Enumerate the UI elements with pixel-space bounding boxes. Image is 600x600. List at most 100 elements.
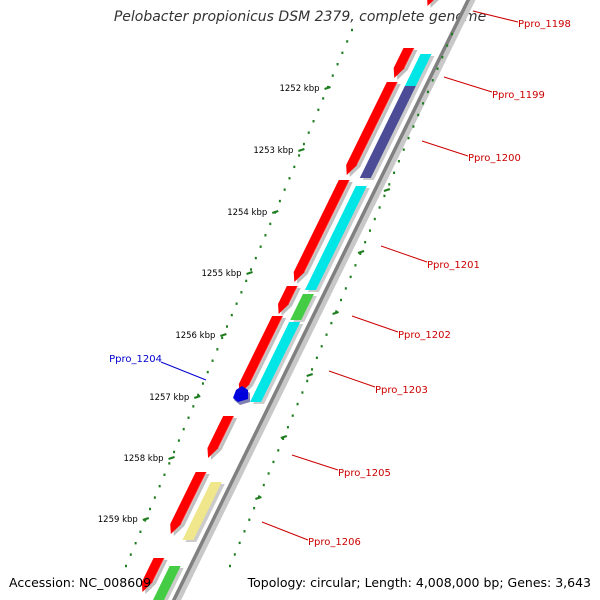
gc-dot: [187, 416, 190, 419]
gc-dot: [306, 379, 309, 383]
kbp-tick-mark: [220, 332, 227, 338]
gene-red-arrow: [346, 81, 401, 177]
gc-dot: [278, 199, 281, 203]
gc-dot: [197, 393, 200, 397]
gc-dot: [336, 63, 339, 66]
outer-tick-mark: [332, 310, 339, 316]
kbp-tick-label: 1252 kbp: [279, 84, 319, 94]
gc-dot: [168, 462, 171, 465]
gene-label-text: Ppro_1202: [398, 330, 451, 341]
kbp-tick-label: 1258 kbp: [123, 454, 163, 464]
gene-shadow: [396, 50, 418, 80]
gene-body: [293, 180, 350, 282]
gc-dot: [253, 506, 256, 510]
gene-body: [207, 416, 235, 458]
gc-dot: [407, 136, 410, 140]
gene-label-text: Ppro_1204: [109, 354, 162, 365]
gene-green-bar: [153, 566, 184, 600]
backbone-shadow: [174, 0, 476, 600]
gene-highlight: [288, 285, 299, 305]
gene-leader-line: [472, 10, 519, 23]
gene-red-arrow: [207, 415, 238, 460]
gene-shadow: [210, 418, 238, 460]
gene-shadow: [281, 288, 301, 316]
gc-dot: [426, 90, 429, 94]
gene-body: [153, 566, 181, 600]
gc-dot: [125, 564, 127, 568]
kbp-tick-mark: [271, 209, 279, 215]
gene-highlight: [356, 81, 399, 166]
gc-dot: [312, 120, 315, 123]
kbp-tick-label: 1254 kbp: [227, 208, 267, 218]
gc-dot: [225, 325, 228, 328]
gc-dot: [397, 160, 400, 163]
kbp-tick-mark: [168, 455, 175, 461]
gene-body: [238, 316, 284, 394]
outer-tick-mark: [306, 372, 314, 378]
gc-dot: [325, 333, 328, 336]
gene-body: [233, 386, 248, 402]
gc-dot: [383, 194, 386, 198]
outer-tick-mark: [255, 495, 262, 501]
gene-label-text: Ppro_1206: [308, 537, 361, 548]
gene-red-arrow: [141, 557, 168, 594]
gc-dot: [233, 553, 236, 556]
gc-dot: [182, 427, 185, 431]
gene-highlight: [217, 415, 235, 449]
gc-dotted-rings: [125, 28, 453, 568]
gc-dot: [351, 28, 353, 32]
gene-khaki-bar: [182, 482, 225, 542]
gc-dot: [315, 356, 318, 360]
gc-dot: [158, 484, 161, 488]
gene-slate-bar: [359, 86, 419, 180]
gc-dot: [296, 402, 299, 406]
gc-dot: [206, 370, 209, 374]
gc-dot: [288, 177, 291, 180]
gc-dot: [354, 264, 357, 267]
gc-dot: [282, 437, 285, 440]
gc-dot: [235, 302, 238, 305]
gc-dot: [192, 405, 195, 408]
gc-dot: [436, 67, 439, 70]
gene-leader-line: [443, 76, 493, 93]
gc-dot: [317, 108, 320, 112]
kbp-tick-mark: [298, 147, 305, 153]
gc-dot: [272, 460, 275, 464]
gc-dot: [149, 507, 152, 511]
gc-dot: [216, 348, 219, 351]
gc-dot: [349, 275, 352, 279]
gc-dot: [211, 359, 214, 362]
gene-body: [346, 82, 398, 175]
gc-dot: [283, 188, 286, 191]
gc-dot: [238, 541, 241, 545]
gene-highlight: [404, 47, 416, 69]
gc-dot: [173, 450, 176, 454]
kbp-tick-mark: [193, 394, 201, 400]
gc-dot: [264, 234, 267, 237]
gene-red-arrow: [427, 0, 439, 8]
kbp-tick-mark: [324, 85, 331, 91]
gene-label-text: Ppro_1203: [375, 385, 428, 396]
gc-dot: [254, 256, 257, 260]
gc-dot: [301, 391, 304, 394]
gc-dot: [153, 496, 156, 499]
gene-cyan-bar: [250, 322, 304, 404]
gc-dot: [417, 113, 420, 117]
genome-backbone: [171, 0, 471, 600]
gene-red-arrow: [278, 285, 301, 316]
gene-label-text: Ppro_1198: [518, 19, 571, 30]
gc-dot: [441, 55, 444, 59]
gc-dot: [245, 279, 248, 283]
gene-leader-line: [291, 454, 339, 471]
gc-dot: [331, 74, 334, 77]
gc-dot: [330, 321, 333, 325]
gc-dot: [298, 154, 301, 157]
gc-dot: [201, 382, 204, 385]
gc-dot: [320, 345, 323, 348]
gene-blue-ppro-1204: [233, 386, 250, 405]
gene-label-text: Ppro_1200: [468, 153, 521, 164]
outer-tick-mark: [357, 249, 365, 255]
gene-red-arrow: [238, 315, 287, 396]
gene-label-text: Ppro_1199: [492, 90, 545, 101]
